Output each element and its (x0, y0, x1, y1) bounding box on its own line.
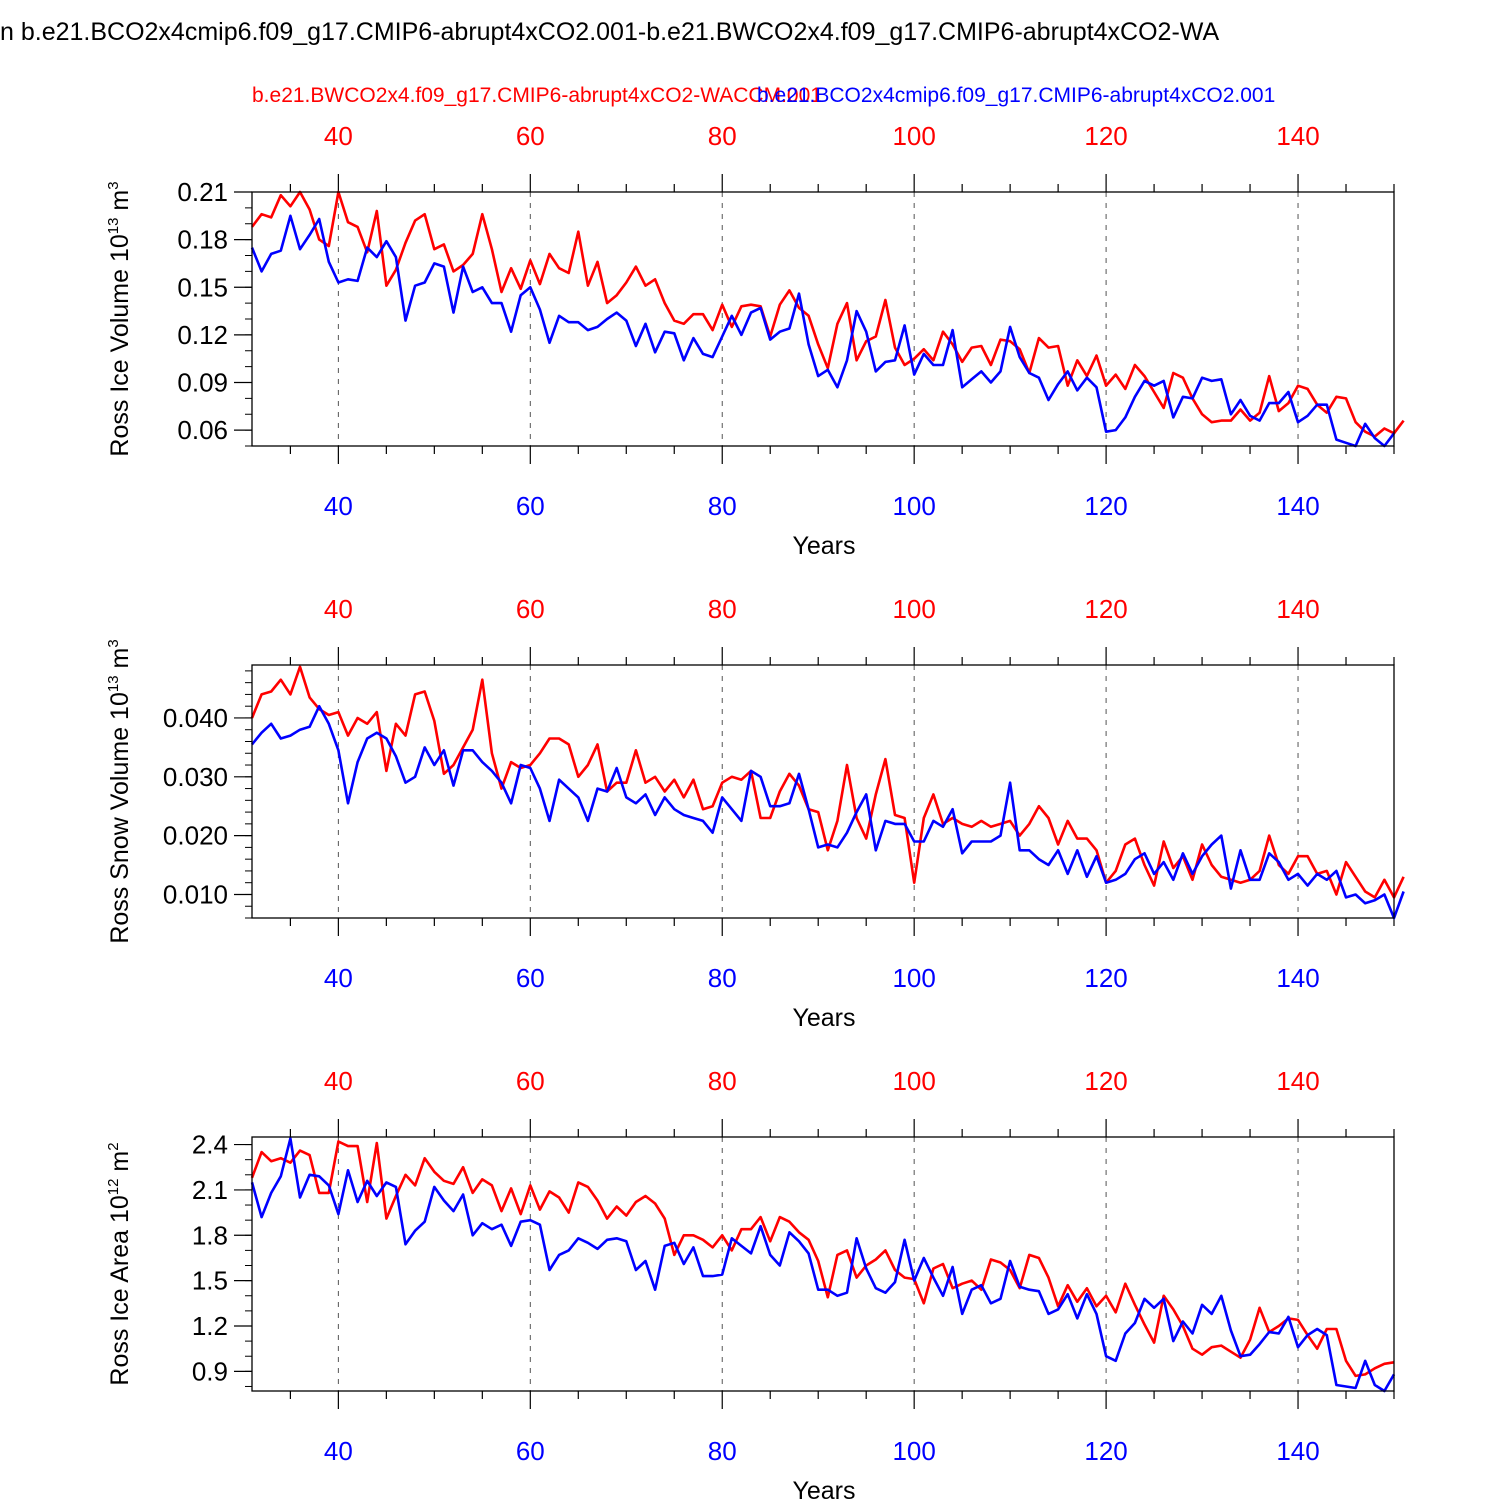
x-bottom-tick-label: 60 (516, 963, 545, 993)
x-top-tick-label: 140 (1276, 594, 1319, 624)
y-tick-label: 2.1 (192, 1175, 228, 1205)
y-axis-title-exponent: 2 (105, 1142, 122, 1150)
y-axis-title: Ross Snow Volume 1013 m3 (105, 639, 134, 943)
x-top-tick-label: 120 (1084, 594, 1127, 624)
y-tick-label: 0.020 (163, 821, 228, 851)
figure-title: n b.e21.BCO2x4cmip6.f09_g17.CMIP6-abrupt… (0, 18, 1220, 46)
x-top-tick-label: 120 (1084, 1066, 1127, 1096)
y-tick-label: 0.18 (177, 225, 228, 255)
x-bottom-tick-label: 40 (324, 963, 353, 993)
y-tick-label: 0.21 (177, 177, 228, 207)
y-tick-label: 0.030 (163, 762, 228, 792)
y-axis-title-exponent: 3 (105, 181, 122, 189)
x-bottom-tick-label: 40 (324, 1436, 353, 1466)
y-tick-label: 1.2 (192, 1311, 228, 1341)
x-top-tick-label: 140 (1276, 121, 1319, 151)
series-line-red (250, 1140, 1395, 1378)
x-bottom-tick-label: 120 (1084, 1436, 1127, 1466)
x-bottom-tick-label: 140 (1276, 963, 1319, 993)
x-top-tick-label: 80 (708, 594, 737, 624)
x-bottom-tick-label: 60 (516, 1436, 545, 1466)
y-axis-title-exponent: 13 (105, 218, 122, 235)
x-bottom-tick-label: 80 (708, 491, 737, 521)
x-top-tick-label: 80 (708, 121, 737, 151)
y-axis-title-text: Ross Ice Volume 10 (106, 234, 134, 456)
x-top-tick-label: 60 (516, 594, 545, 624)
plot-frame (251, 191, 1395, 447)
y-tick-label: 0.040 (163, 703, 228, 733)
y-tick-label: 0.06 (177, 415, 228, 445)
y-tick-label: 2.4 (192, 1130, 228, 1160)
x-bottom-tick-label: 140 (1276, 491, 1319, 521)
y-tick-label: 1.5 (192, 1266, 228, 1296)
x-top-tick-label: 100 (892, 121, 935, 151)
y-axis-title-text: m (106, 648, 134, 676)
x-bottom-tick-label: 120 (1084, 963, 1127, 993)
plot-frame (251, 1136, 1395, 1392)
x-bottom-tick-label: 60 (516, 491, 545, 521)
x-bottom-tick-label: 120 (1084, 491, 1127, 521)
y-tick-label: 0.09 (177, 368, 228, 398)
panel-2: 0.010 0.020 0.030 0.040 40 40 60 60 80 80 100 100 12… (105, 594, 1405, 1032)
x-bottom-tick-label: 100 (892, 963, 935, 993)
y-axis-title: Ross Ice Volume 1013 m3 (105, 181, 134, 456)
x-top-tick-label: 80 (708, 1066, 737, 1096)
y-axis-title-text: Ross Snow Volume 10 (106, 692, 134, 944)
series-line-blue (250, 1137, 1396, 1393)
panel-3: 0.9 1.2 1.5 1.8 2.1 2.4 40 40 60 60 80 80 100 100 120 1… (105, 1066, 1396, 1500)
y-axis-title-text: m (106, 1151, 134, 1179)
x-bottom-tick-label: 80 (708, 1436, 737, 1466)
y-tick-label: 0.15 (177, 272, 228, 302)
y-axis-title: Ross Ice Area 1012 m2 (105, 1142, 134, 1385)
y-tick-label: 0.9 (192, 1356, 228, 1386)
x-axis-title: Years (792, 532, 855, 560)
x-top-tick-label: 140 (1276, 1066, 1319, 1096)
plot-frame (251, 664, 1395, 919)
x-bottom-tick-label: 40 (324, 491, 353, 521)
series-line-blue (250, 704, 1405, 920)
y-axis-title-text: Ross Ice Area 10 (106, 1195, 134, 1385)
series-line-blue (250, 214, 1396, 448)
x-top-tick-label: 60 (516, 1066, 545, 1096)
x-axis-title: Years (792, 1004, 855, 1032)
x-top-tick-label: 40 (324, 121, 353, 151)
x-bottom-tick-label: 80 (708, 963, 737, 993)
y-tick-label: 1.8 (192, 1220, 228, 1250)
legend-red-series: b.e21.BWCO2x4.f09_g17.CMIP6-abrupt4xCO2-… (252, 84, 822, 107)
y-axis-title-exponent: 3 (105, 639, 122, 647)
panel-1: 0.06 0.09 0.12 0.15 0.18 0.21 40 40 60 60 80 80 100 1… (105, 121, 1405, 560)
x-top-tick-label: 100 (892, 594, 935, 624)
y-tick-label: 0.12 (177, 320, 228, 350)
x-bottom-tick-label: 100 (892, 1436, 935, 1466)
series-line-red (250, 665, 1405, 899)
x-axis-title: Years (792, 1477, 855, 1500)
x-top-tick-label: 60 (516, 121, 545, 151)
y-axis-title-exponent: 12 (105, 1179, 122, 1196)
x-top-tick-label: 100 (892, 1066, 935, 1096)
y-axis-title-text: m (106, 190, 134, 218)
y-axis-title-exponent: 13 (105, 675, 122, 692)
legend-blue-series: b.e21.BCO2x4cmip6.f09_g17.CMIP6-abrupt4x… (757, 84, 1275, 107)
x-top-tick-label: 40 (324, 1066, 353, 1096)
x-top-tick-label: 120 (1084, 121, 1127, 151)
x-bottom-tick-label: 140 (1276, 1436, 1319, 1466)
y-tick-label: 0.010 (163, 879, 228, 909)
x-top-tick-label: 40 (324, 594, 353, 624)
series-line-red (250, 190, 1405, 438)
x-bottom-tick-label: 100 (892, 491, 935, 521)
